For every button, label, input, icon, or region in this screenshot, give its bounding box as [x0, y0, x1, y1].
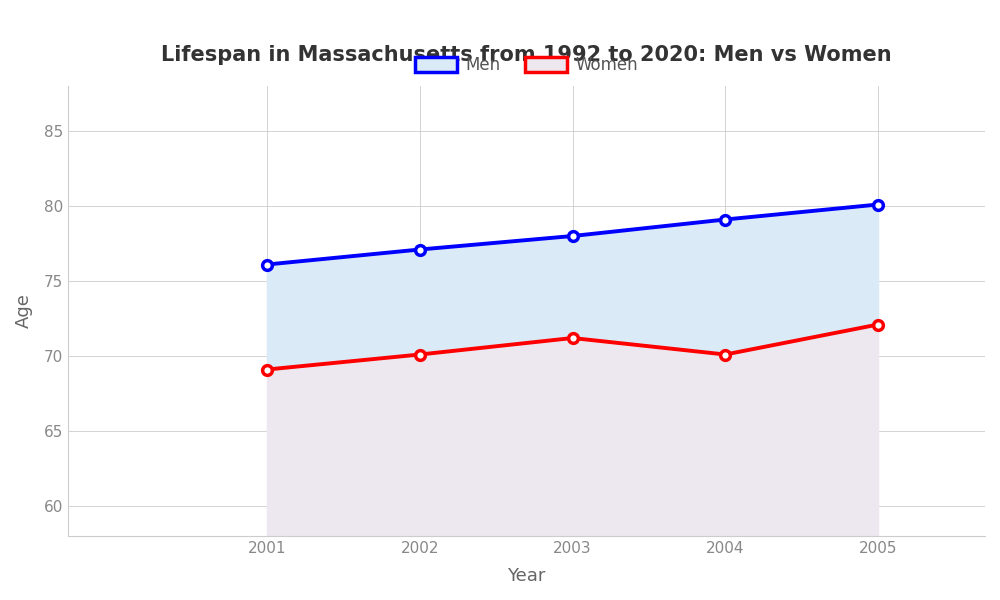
Y-axis label: Age: Age — [15, 293, 33, 328]
Title: Lifespan in Massachusetts from 1992 to 2020: Men vs Women: Lifespan in Massachusetts from 1992 to 2… — [161, 45, 892, 65]
Legend: Men, Women: Men, Women — [409, 49, 645, 80]
X-axis label: Year: Year — [507, 567, 546, 585]
